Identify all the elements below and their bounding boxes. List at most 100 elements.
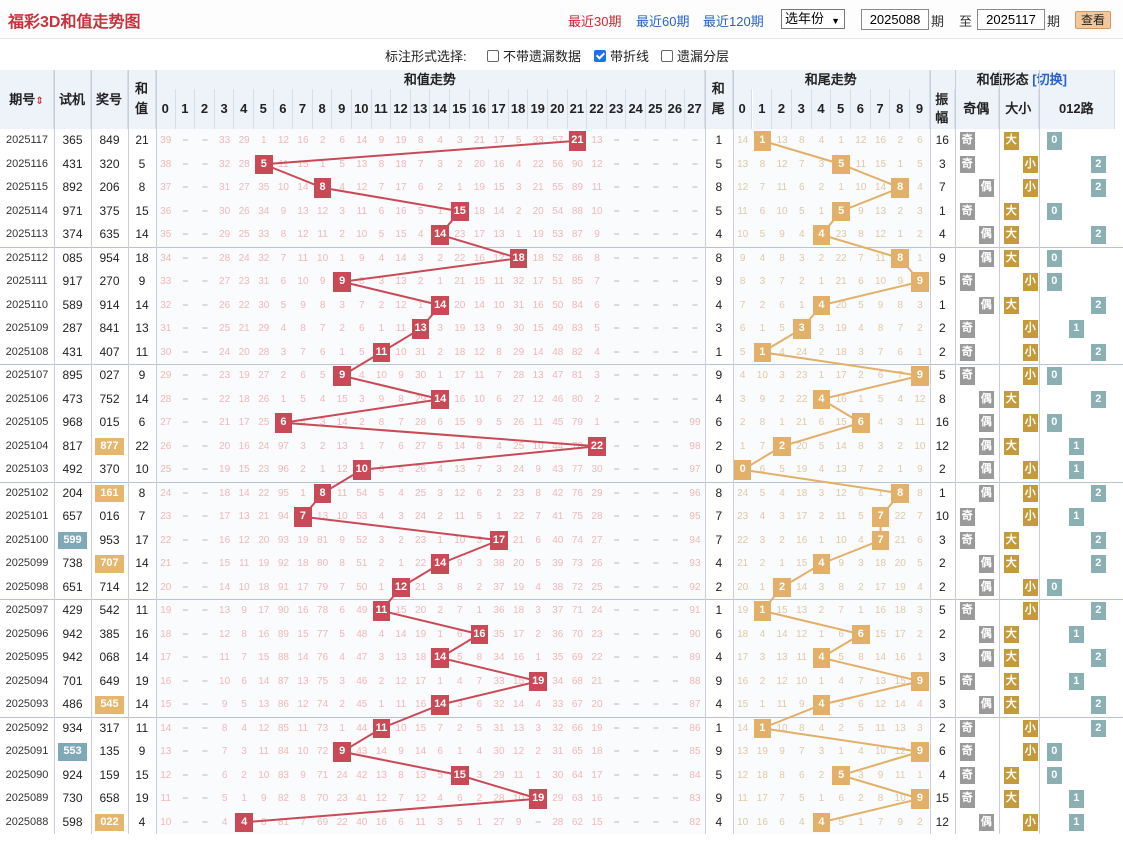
odd-even-tag: 偶 [978,390,994,408]
tail-miss-cell: 16 [894,652,906,663]
option-no-miss-label: 不带遗漏数据 [503,49,582,64]
tail-miss-cell: 10 [737,816,749,828]
range-link-60[interactable]: 最近60期 [636,14,690,29]
sum-miss-cell: 12 [336,464,348,475]
tail-miss-cell: 8 [858,652,864,663]
tail-miss-cell: 7 [877,816,884,828]
sum-miss-cell: 79 [317,581,329,593]
sum-col-4: 4 [234,89,254,129]
sum-miss-cell: 26 [513,417,525,428]
header-issue[interactable]: 期号⇕ [0,70,54,129]
tail-miss-cell: 17 [894,628,906,640]
checkbox-no-miss[interactable] [487,49,499,62]
tail-hit-cell: 6 [852,624,870,644]
route-tag: 1 [1068,672,1084,690]
sum-miss-cell: ═ [182,466,188,473]
option-miss-layer[interactable]: 遗漏分层 [661,46,729,65]
form-switch-link[interactable]: [切换] [1028,72,1067,87]
sum-miss-cell: 1 [476,605,483,616]
sum-miss-cell: 9 [280,205,287,217]
sum-miss-cell: ═ [653,818,659,826]
sum-miss-cell: ═ [614,701,620,708]
sum-miss-cell: 85 [689,746,701,757]
issue-to-input[interactable]: 2025117 [977,9,1045,30]
tail-miss-cell: 18 [737,628,749,640]
sum-miss-cell: 13 [493,229,505,240]
odd-even-tag: 奇 [959,202,975,220]
tail-miss-cell: 2 [818,511,825,522]
issue-from-input[interactable]: 2025088 [861,9,929,30]
tail-miss-cell: 10 [874,276,887,287]
option-no-miss[interactable]: 不带遗漏数据 [487,46,581,65]
sum-miss-cell: 54 [356,487,368,499]
sum-miss-cell: 1 [457,182,463,193]
sum-miss-cell: 18 [395,158,407,170]
tail-miss-cell: 7 [858,464,864,475]
sum-value: 8 [138,180,146,194]
sum-miss-cell: 1 [437,675,443,687]
tail-miss-cell: 18 [874,558,887,569]
sum-miss-cell: ═ [182,372,188,379]
sum-miss-cell: 30 [591,464,603,475]
sum-miss-cell: 31 [493,722,505,734]
sum-miss-cell: 6 [457,628,463,640]
column-divider [929,70,931,834]
range-link-30[interactable]: 最近30期 [568,14,622,29]
year-select[interactable]: 选年份 ▼ [781,9,845,29]
sum-miss-cell: 18 [473,205,485,217]
tail-miss-cell: 8 [877,793,884,804]
sum-miss-cell: 70 [571,628,583,640]
tail-miss-cell: 4 [858,746,864,757]
sum-miss-cell: 67 [571,699,583,710]
tail-miss-cell: 15 [835,417,847,428]
tail-miss-cell: 4 [838,675,844,687]
chevron-down-icon: ▼ [831,16,840,26]
sum-miss-cell: 5 [535,558,541,569]
sum-miss-cell: ═ [202,207,208,215]
sum-miss-cell: 4 [339,652,345,663]
tail-miss-cell: 22 [894,511,906,522]
sort-icon[interactable]: ⇕ [35,96,44,107]
tail-col-3: 3 [791,89,812,129]
sum-miss-cell: 83 [689,793,701,804]
sum-miss-cell: ═ [633,748,639,755]
sum-miss-cell: 87 [571,229,583,240]
sum-miss-cell: 5 [280,299,287,311]
sum-hit-cell: 11 [372,718,391,738]
sum-miss-cell: 10 [454,534,466,546]
sum-miss-cell: ═ [614,724,620,732]
sum-miss-cell: ═ [182,301,188,309]
checkbox-miss-layer[interactable] [661,49,673,62]
sum-miss-cell: 95 [277,487,289,499]
odd-even-tag: 奇 [959,320,975,338]
column-divider [54,70,55,834]
sum-miss-cell: 94 [689,534,701,546]
sum-miss-cell: 8 [476,440,483,452]
sum-miss-cell: ═ [672,795,678,802]
tail-miss-cell: 9 [779,746,785,757]
tail-value: 1 [715,603,723,617]
sum-miss-cell: 14 [297,652,309,663]
sum-miss-cell: 3 [457,135,463,146]
trial-number: 553 [58,743,87,761]
sum-miss-cell: 7 [535,511,541,522]
trial-number: 701 [62,673,83,688]
checkbox-with-line[interactable] [594,49,606,62]
sum-miss-cell: ═ [672,372,678,379]
issue-number: 2025117 [5,134,48,146]
range-link-120[interactable]: 最近120期 [703,14,764,29]
amplitude-value: 1 [938,203,946,218]
sum-miss-cell: 99 [689,417,701,428]
sum-miss-cell: 4 [437,135,443,146]
option-with-line[interactable]: 带折线 [594,46,649,65]
sum-hit-cell: 9 [333,742,351,762]
tail-miss-cell: 9 [739,252,746,264]
tail-miss-cell: 1 [897,229,904,240]
sum-miss-cell: ═ [182,419,188,426]
amplitude-value: 3 [938,650,946,664]
tail-value: 5 [715,767,723,782]
prize-number: 016 [99,509,120,523]
query-button[interactable]: 查看 [1075,11,1111,29]
sum-miss-cell: 23 [160,511,172,522]
sum-miss-cell: 23 [258,464,270,475]
